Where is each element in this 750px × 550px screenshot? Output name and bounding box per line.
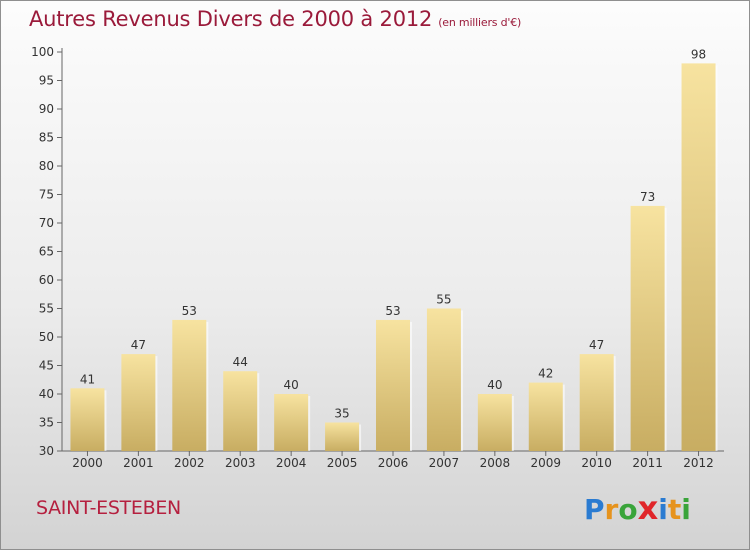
- x-tick-label: 2005: [327, 456, 358, 470]
- logo-letter: i: [681, 493, 691, 526]
- bar-2011: [630, 205, 665, 451]
- value-label: 53: [182, 304, 197, 318]
- y-tick-label: 35: [39, 416, 54, 430]
- value-label: 47: [131, 338, 146, 352]
- bar-2010: [579, 354, 614, 451]
- x-tick-label: 2009: [530, 456, 561, 470]
- x-tick-label: 2001: [123, 456, 154, 470]
- bars: [70, 63, 718, 452]
- y-tick-label: 30: [39, 444, 54, 458]
- x-tick-label: 2010: [581, 456, 612, 470]
- chart-title-text: Autres Revenus Divers de 2000 à 2012: [29, 7, 433, 31]
- y-tick-label: 100: [31, 45, 54, 59]
- bar-2005: [325, 422, 360, 451]
- proxiti-logo: Proxiti: [584, 489, 691, 527]
- logo-letter: t: [667, 493, 682, 526]
- x-tick-label: 2004: [276, 456, 307, 470]
- y-tick-label: 90: [39, 102, 54, 116]
- logo-letter: x: [637, 489, 659, 527]
- value-label: 98: [691, 47, 706, 61]
- x-tick-label: 2002: [174, 456, 205, 470]
- bar-2004: [274, 394, 309, 451]
- x-tick-label: 2006: [378, 456, 409, 470]
- y-tick-label: 65: [39, 245, 54, 259]
- y-tick-label: 40: [39, 387, 54, 401]
- x-tick-label: 2000: [72, 456, 103, 470]
- logo-letter: r: [604, 493, 619, 526]
- value-label: 44: [233, 355, 248, 369]
- chart-title: Autres Revenus Divers de 2000 à 2012 (en …: [29, 7, 521, 31]
- value-label: 35: [334, 407, 349, 421]
- value-label: 40: [284, 378, 299, 392]
- logo-letter: P: [584, 493, 605, 526]
- bar-2001: [121, 354, 156, 451]
- logo-letter: o: [618, 493, 638, 526]
- bar-2000: [70, 388, 105, 451]
- bar-2007: [426, 308, 461, 451]
- bar-2009: [528, 382, 563, 451]
- value-label: 55: [436, 293, 451, 307]
- value-label: 47: [589, 338, 604, 352]
- bar-2006: [376, 319, 410, 451]
- x-axis: 2000 2001 2002 2003 2004 2005 2006 2007 2008 2009…: [62, 450, 724, 470]
- chart-subtitle: (en milliers d'€): [438, 16, 522, 29]
- bar-2002: [172, 319, 207, 451]
- y-tick-label: 80: [39, 159, 54, 173]
- value-label: 41: [80, 372, 95, 386]
- y-tick-label: 55: [39, 302, 54, 316]
- y-tick-label: 45: [39, 359, 54, 373]
- y-tick-label: 60: [39, 273, 54, 287]
- value-labels: 41 47 53 44 40 35 53 55 40 42 47 73 98: [80, 47, 706, 420]
- x-tick-label: 2003: [225, 456, 256, 470]
- y-axis: 30 35 40 45 50 55 60 65 70 75 80 85 90 95 100: [31, 45, 63, 458]
- bar-2008: [477, 394, 512, 451]
- y-tick-label: 70: [39, 216, 54, 230]
- value-label: 73: [640, 190, 655, 204]
- x-tick-label: 2012: [683, 456, 714, 470]
- y-tick-label: 75: [39, 188, 54, 202]
- bar-2003: [223, 371, 258, 451]
- x-tick-label: 2011: [632, 456, 663, 470]
- x-tick-label: 2008: [480, 456, 511, 470]
- x-tick-label: 2007: [429, 456, 460, 470]
- y-tick-label: 85: [39, 131, 54, 145]
- commune-name: SAINT-ESTEBEN: [36, 497, 181, 519]
- bar-2012: [681, 63, 716, 452]
- y-tick-label: 50: [39, 330, 54, 344]
- value-label: 53: [385, 304, 400, 318]
- y-tick-label: 95: [39, 74, 54, 88]
- logo-letter: i: [658, 493, 668, 526]
- value-label: 42: [538, 367, 553, 381]
- value-label: 40: [487, 378, 502, 392]
